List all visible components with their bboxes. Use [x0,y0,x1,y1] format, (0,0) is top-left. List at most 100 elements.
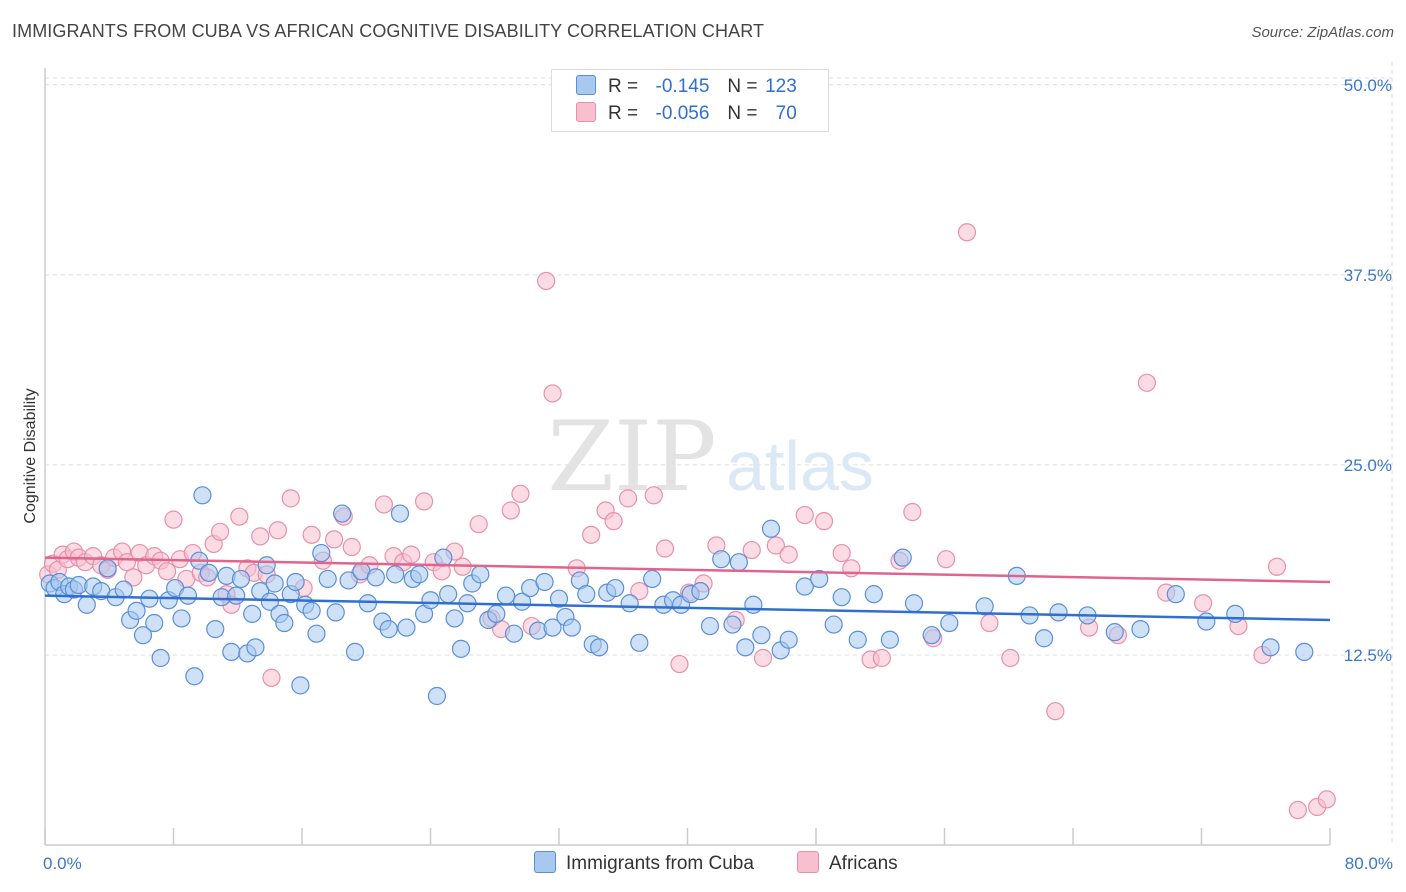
cuba-point [549,589,569,608]
cuba-point [410,565,429,584]
legend-row-africans: R = -0.056 N = 70 [576,102,797,128]
africans-point [814,512,834,531]
africans-point [342,537,361,557]
cuba-point [275,613,294,633]
africans-point [980,613,999,633]
cuba-point [379,620,398,639]
cuba-point [779,630,798,649]
x-tick-label: 0.0% [43,854,82,873]
africans-point [779,545,798,564]
cuba-point [421,591,440,610]
cuba-point [451,639,471,658]
africans-point [210,522,230,541]
cuba-point [185,667,204,686]
cuba-point [366,568,385,587]
cuba-point [630,633,649,652]
cuba-point [504,624,524,643]
cuba-point [761,519,781,538]
cuba-point [691,581,710,601]
tick-labels: 12.5% 25.0% 37.5% 50.0% 0.0% 80.0% [43,76,1393,873]
cuba-point [1226,604,1245,624]
cuba-point [265,574,284,593]
africans-point [742,540,761,560]
trend-lines [44,556,1331,622]
cuba-point [291,676,310,695]
africans-point [832,543,851,563]
cuba-point [257,556,276,575]
cuba-point [445,609,464,628]
africans-point [402,545,421,564]
cuba-point [345,642,365,662]
legend-n-label: N = [727,103,758,124]
cuba-point [922,626,941,645]
cuba-point [386,565,405,584]
cuba-point [496,586,516,605]
africans-point [582,525,601,544]
africans-point [937,550,956,569]
watermark-atlas: atlas [726,427,874,505]
cuba-point [390,504,410,523]
africans-point [1001,648,1020,668]
cuba-point [700,616,720,636]
africans-point [655,539,675,558]
cuba-point [98,559,117,578]
cuba-point [193,486,212,505]
y-tick-label: 12.5% [1344,646,1392,665]
cuba-point [893,548,912,567]
africans-point [157,562,177,581]
cuba-point [227,586,246,605]
y-tick-label: 25.0% [1344,456,1392,475]
cuba-point [307,624,326,643]
cuba-point [439,585,458,604]
cuba-point [199,563,218,582]
cuba-point [222,642,241,662]
africans-point [302,525,321,544]
cuba-point [151,648,170,668]
cuba-point [736,638,755,657]
chart-title: IMMIGRANTS FROM CUBA VS AFRICAN COGNITIV… [12,21,765,41]
cuba-point [246,638,265,657]
y-tick-label: 50.0% [1344,76,1392,95]
cuba-point [333,504,352,523]
cuba-point [302,601,321,620]
cuba-point [824,615,843,634]
legend-r-value-africans: -0.056 [655,103,710,124]
legend-swatch-africans [576,102,596,122]
bottom-legend-label-cuba: Immigrants from Cuba [566,853,754,874]
cuba-point [1034,629,1054,648]
cuba-point [471,565,490,584]
africans-point [469,515,488,534]
y-axis-title: Cognitive Disability [22,388,39,523]
cuba-point [606,578,625,598]
africans-point [537,271,556,291]
africans-point [1317,790,1336,809]
cuba-point [172,609,191,628]
cuba-point [231,569,251,589]
africans-point [795,505,814,525]
africans-point [604,512,623,531]
legend-swatch-cuba [576,75,596,95]
cuba-point [744,595,763,614]
cuba-point [133,626,153,645]
africans-point [268,521,288,540]
cuba-point [178,586,198,605]
africans-point [753,648,773,668]
africans-point [374,495,394,514]
cuba-point [1295,642,1314,662]
cuba-point [1049,603,1068,622]
cuba-point [487,604,506,624]
y-tick-label: 37.5% [1344,266,1392,285]
africans-point [644,486,663,505]
cuba-point [810,569,829,589]
africans-point [903,502,922,522]
africans-point [414,492,434,511]
cuba-point [127,601,146,620]
cuba-point [318,569,337,589]
africans-point [262,668,281,687]
cuba-point [832,588,851,607]
cuba-point [880,630,899,649]
africans-point [543,384,562,403]
bottom-legend-label-africans: Africans [829,853,898,874]
africans-point [281,489,300,508]
